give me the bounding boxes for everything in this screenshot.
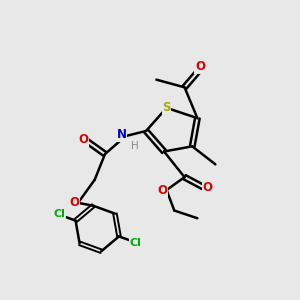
Text: O: O	[69, 196, 79, 209]
Text: S: S	[162, 101, 171, 114]
Text: O: O	[158, 184, 168, 196]
Text: N: N	[117, 128, 127, 141]
Text: O: O	[203, 181, 213, 194]
Text: Cl: Cl	[53, 209, 65, 220]
Text: O: O	[78, 134, 88, 146]
Text: Cl: Cl	[129, 238, 141, 248]
Text: O: O	[195, 60, 205, 73]
Text: H: H	[130, 141, 138, 152]
